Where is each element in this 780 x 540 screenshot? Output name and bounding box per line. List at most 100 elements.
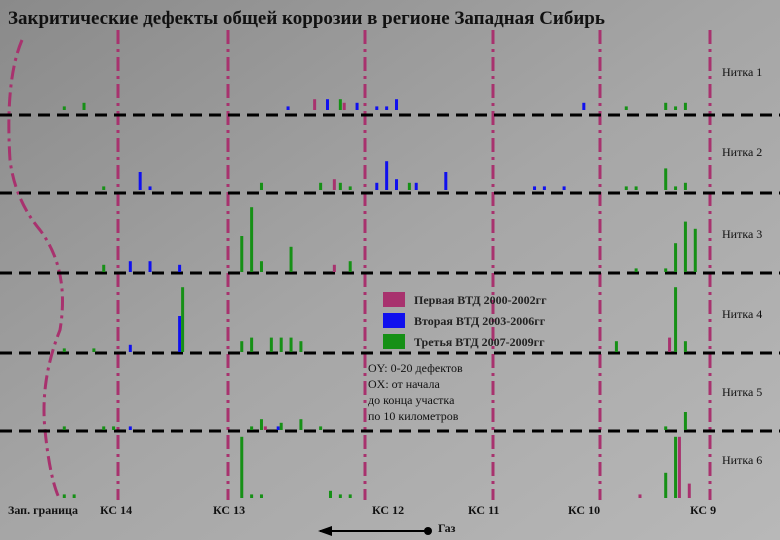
bar xyxy=(299,341,303,352)
bar xyxy=(677,436,681,498)
bar xyxy=(332,264,336,272)
bar xyxy=(102,264,106,272)
station-label: КС 13 xyxy=(213,503,245,517)
station-label: Зап. граница xyxy=(8,503,78,517)
bar xyxy=(664,426,668,430)
bar xyxy=(289,337,293,352)
bar xyxy=(286,106,290,110)
bar xyxy=(664,472,668,498)
lane-label: Нитка 3 xyxy=(722,227,762,241)
bar xyxy=(407,182,411,190)
bar xyxy=(348,261,352,272)
bar xyxy=(395,179,399,190)
bar xyxy=(375,106,379,110)
bar xyxy=(683,102,687,110)
station-label: КС 12 xyxy=(372,503,404,517)
bar xyxy=(128,261,132,272)
bar xyxy=(614,341,618,352)
bar xyxy=(250,207,254,272)
bar xyxy=(582,102,586,110)
bar xyxy=(332,179,336,190)
bar xyxy=(319,182,323,190)
bar xyxy=(683,221,687,272)
bar xyxy=(279,422,283,430)
bar xyxy=(240,236,244,272)
chart-title: Закритические дефекты общей коррозии в р… xyxy=(8,8,605,29)
bar xyxy=(313,99,317,110)
bar xyxy=(289,246,293,272)
bar xyxy=(276,426,280,430)
bar xyxy=(138,172,142,190)
bar xyxy=(634,268,638,272)
bar xyxy=(259,494,263,498)
bar xyxy=(259,419,263,430)
bar xyxy=(259,182,263,190)
bar xyxy=(664,168,668,190)
lane-label: Нитка 4 xyxy=(722,307,762,321)
note: OY: 0-20 дефектов xyxy=(368,361,463,375)
legend-label: Вторая ВТД 2003-2006гг xyxy=(414,314,546,328)
legend-label: Третья ВТД 2007-2009гг xyxy=(414,335,545,349)
bar xyxy=(638,494,642,498)
bar xyxy=(355,102,359,110)
bar xyxy=(385,106,389,110)
bar xyxy=(668,337,672,352)
bar xyxy=(269,337,273,352)
station-label: КС 11 xyxy=(468,503,499,517)
bar xyxy=(562,186,566,190)
bar xyxy=(348,186,352,190)
bar xyxy=(62,348,66,352)
legend-swatch xyxy=(383,334,405,349)
bar xyxy=(102,186,106,190)
lane-label: Нитка 6 xyxy=(722,453,762,467)
bar xyxy=(338,99,342,110)
bar xyxy=(181,287,185,352)
bar xyxy=(674,106,678,110)
bar xyxy=(112,426,116,430)
bar xyxy=(102,426,106,430)
bar xyxy=(240,341,244,352)
bar xyxy=(674,287,678,352)
note: до конца участка xyxy=(368,393,455,407)
bar xyxy=(348,494,352,498)
lane-label: Нитка 5 xyxy=(722,385,762,399)
bar xyxy=(259,261,263,272)
bar xyxy=(319,426,323,430)
station-lines xyxy=(116,30,712,500)
bar xyxy=(263,426,267,430)
bar xyxy=(240,436,244,498)
bar xyxy=(250,426,254,430)
bar xyxy=(674,436,678,498)
bar xyxy=(72,494,76,498)
bar xyxy=(62,494,66,498)
station-label: КС 14 xyxy=(100,503,132,517)
bar xyxy=(178,316,182,352)
legend-label: Первая ВТД 2000-2002гг xyxy=(414,293,547,307)
bar xyxy=(683,412,687,430)
bar xyxy=(375,182,379,190)
flow-label: Газ xyxy=(438,521,456,535)
lane-label: Нитка 2 xyxy=(722,145,762,159)
arrow-dot xyxy=(424,527,432,535)
legend-swatch xyxy=(383,313,405,328)
bar xyxy=(634,186,638,190)
legend-swatch xyxy=(383,292,405,307)
bar xyxy=(444,172,448,190)
bar xyxy=(128,426,132,430)
bar xyxy=(693,228,697,272)
station-label: КС 10 xyxy=(568,503,600,517)
bar xyxy=(664,102,668,110)
bar xyxy=(62,106,66,110)
note: по 10 километров xyxy=(368,409,459,423)
bar xyxy=(342,102,346,110)
bar xyxy=(279,337,283,352)
bar xyxy=(128,344,132,352)
bar xyxy=(338,182,342,190)
bar xyxy=(683,182,687,190)
bar xyxy=(674,243,678,272)
bar xyxy=(414,182,418,190)
bar xyxy=(533,186,537,190)
bar xyxy=(683,341,687,352)
